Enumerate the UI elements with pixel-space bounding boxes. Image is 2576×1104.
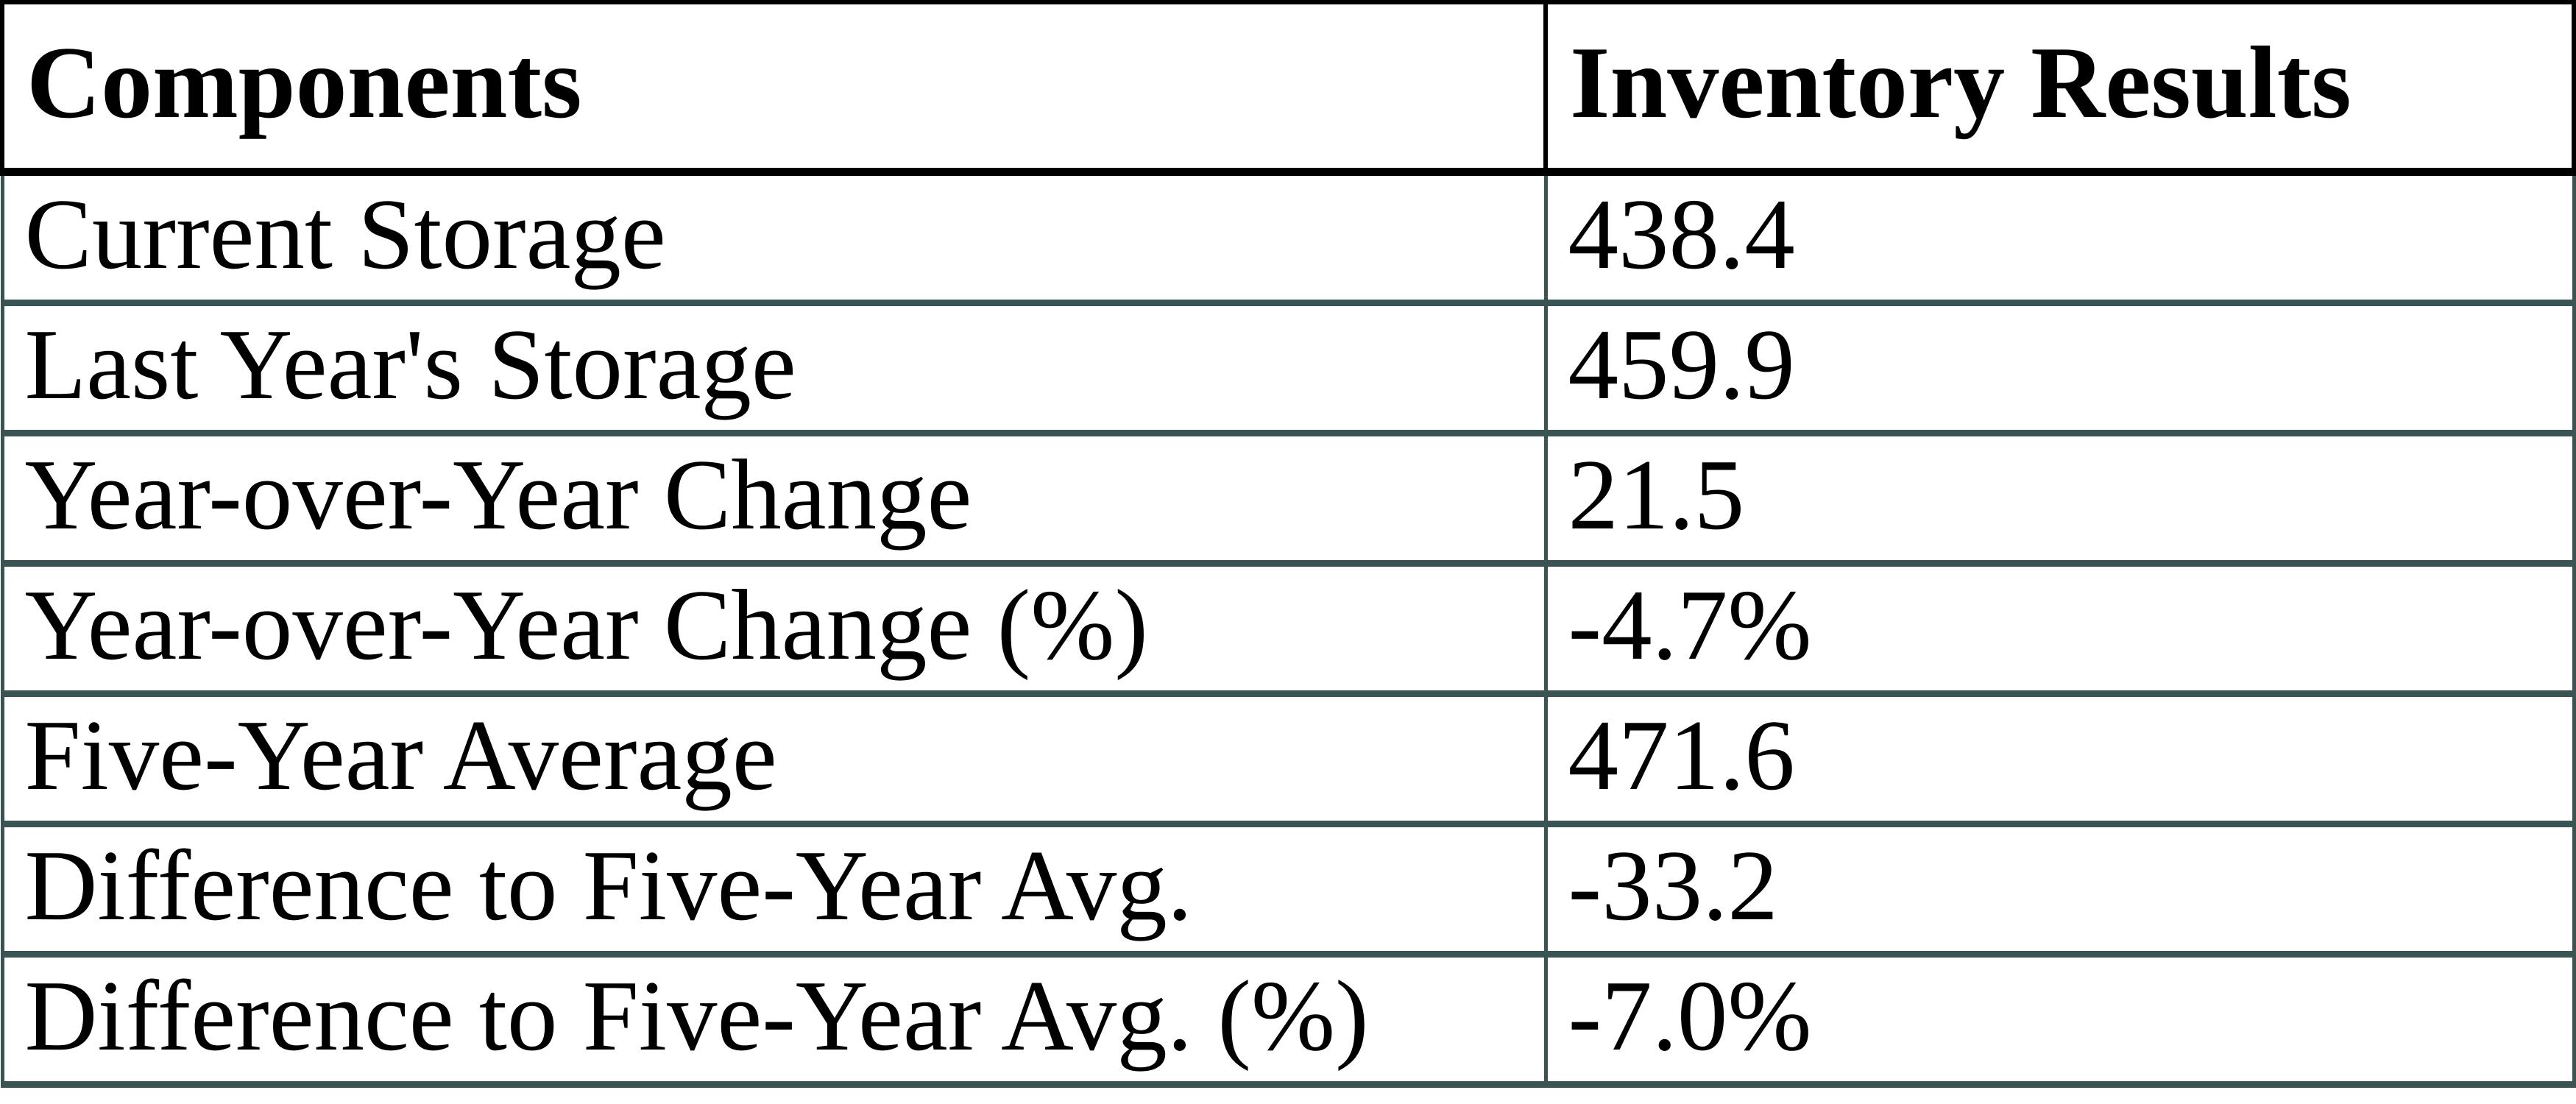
table-header-row: Components Inventory Results [0,0,2576,176]
row-value: -7.0% [1543,950,2576,1088]
row-label: Last Year's Storage [0,299,1548,436]
row-value: -4.7% [1543,559,2576,697]
row-label: Difference to Five-Year Avg. (%) [0,950,1548,1088]
row-value: 438.4 [1543,168,2576,306]
table-row-yoy-change: Year-over-Year Change 21.5 [0,429,2576,567]
row-label: Year-over-Year Change (%) [0,559,1548,697]
row-label: Five-Year Average [0,690,1548,827]
table-row-current-storage: Current Storage 438.4 [0,168,2576,306]
column-header-components: Components [0,0,1548,176]
table-row-diff-five-year-avg: Difference to Five-Year Avg. -33.2 [0,820,2576,958]
column-header-inventory-results: Inventory Results [1543,0,2576,176]
row-label: Current Storage [0,168,1548,306]
table-row-diff-five-year-avg-pct: Difference to Five-Year Avg. (%) -7.0% [0,950,2576,1088]
row-value: 459.9 [1543,299,2576,436]
row-label: Difference to Five-Year Avg. [0,820,1548,958]
row-value: 21.5 [1543,429,2576,567]
table-row-yoy-change-pct: Year-over-Year Change (%) -4.7% [0,559,2576,697]
row-value: 471.6 [1543,690,2576,827]
row-label: Year-over-Year Change [0,429,1548,567]
table-row-last-year-storage: Last Year's Storage 459.9 [0,299,2576,436]
row-value: -33.2 [1543,820,2576,958]
table-row-five-year-average: Five-Year Average 471.6 [0,690,2576,827]
